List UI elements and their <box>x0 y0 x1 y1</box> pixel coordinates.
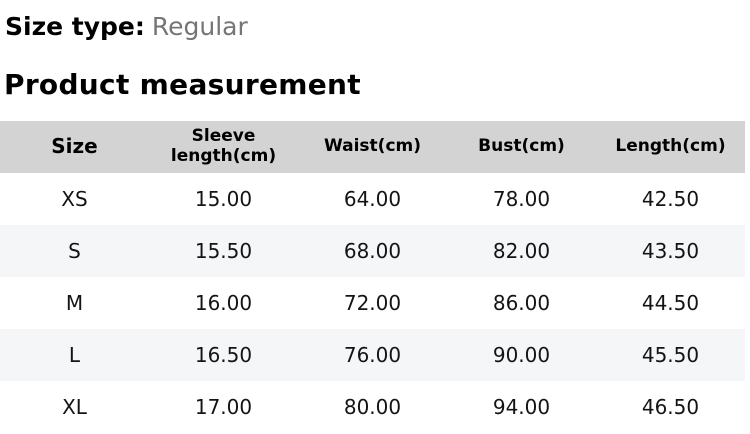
size-type-label: Size type: <box>5 12 145 41</box>
waist-cell: 68.00 <box>343 238 402 263</box>
size-cell: S <box>68 238 81 263</box>
bust-cell: 94.00 <box>492 394 551 419</box>
column-header-waist: Waist(cm) <box>323 135 422 156</box>
size-cell: XL <box>62 394 87 419</box>
size-cell: L <box>68 342 81 367</box>
waist-cell: 76.00 <box>343 342 402 367</box>
table-row-m: M 16.00 72.00 86.00 44.50 <box>0 276 745 329</box>
table-header-row: Size Sleeve length(cm) Waist(cm) Bust(cm… <box>0 120 745 173</box>
column-header-sleeve-length: Sleeve length(cm) <box>170 126 277 166</box>
table-row-l: L 16.50 76.00 90.00 45.50 <box>0 328 745 381</box>
length-cell: 44.50 <box>641 290 700 315</box>
sleeve-length-cell: 16.50 <box>194 342 253 367</box>
sleeve-length-cell: 16.00 <box>194 290 253 315</box>
size-cell: M <box>65 290 84 315</box>
sleeve-length-cell: 15.00 <box>194 186 253 211</box>
product-measurement-title: Product measurement <box>4 68 361 101</box>
bust-cell: 86.00 <box>492 290 551 315</box>
bust-cell: 78.00 <box>492 186 551 211</box>
length-cell: 46.50 <box>641 394 700 419</box>
length-cell: 42.50 <box>641 186 700 211</box>
table-row-xs: XS 15.00 64.00 78.00 42.50 <box>0 172 745 225</box>
column-header-size: Size <box>51 134 98 159</box>
sleeve-length-cell: 17.00 <box>194 394 253 419</box>
length-cell: 45.50 <box>641 342 700 367</box>
table-row-s: S 15.50 68.00 82.00 43.50 <box>0 224 745 277</box>
table-row-xl: XL 17.00 80.00 94.00 46.50 <box>0 380 745 433</box>
bust-cell: 82.00 <box>492 238 551 263</box>
length-cell: 43.50 <box>641 238 700 263</box>
sleeve-length-cell: 15.50 <box>194 238 253 263</box>
size-cell: XS <box>61 186 88 211</box>
waist-cell: 64.00 <box>343 186 402 211</box>
size-type-line: Size type: Regular <box>5 12 750 42</box>
bust-cell: 90.00 <box>492 342 551 367</box>
measurement-table: Size Sleeve length(cm) Waist(cm) Bust(cm… <box>0 120 745 433</box>
waist-cell: 80.00 <box>343 394 402 419</box>
column-header-bust: Bust(cm) <box>478 135 565 156</box>
column-header-length: Length(cm) <box>615 135 726 156</box>
size-type-value: Regular <box>151 12 248 41</box>
waist-cell: 72.00 <box>343 290 402 315</box>
